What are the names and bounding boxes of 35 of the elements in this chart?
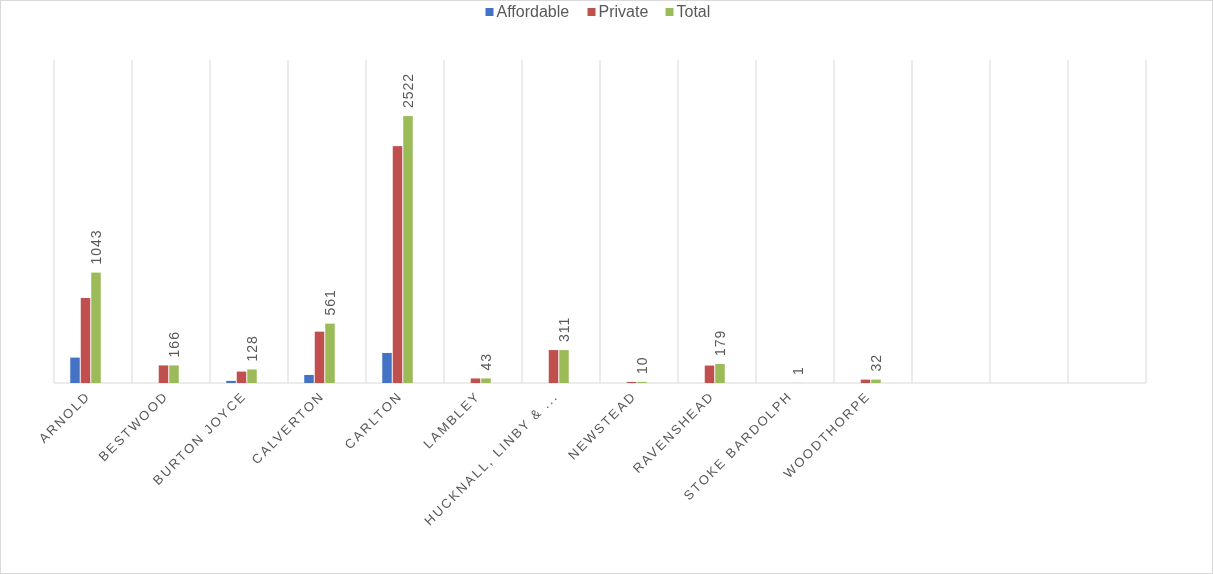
bar	[481, 378, 491, 383]
bar	[80, 298, 91, 383]
data-label: 311	[556, 316, 572, 343]
bar	[325, 323, 335, 383]
bar	[169, 365, 179, 383]
data-label: 166	[166, 331, 182, 358]
legend-label: Affordable	[496, 3, 570, 20]
data-label: 32	[868, 354, 884, 372]
bar	[236, 371, 247, 383]
legend-label: Private	[598, 3, 649, 20]
data-label: 1	[790, 366, 806, 375]
bar	[871, 379, 881, 383]
bar	[314, 331, 325, 383]
bar	[91, 272, 101, 383]
bar	[247, 369, 257, 383]
bar	[559, 350, 569, 383]
data-label: 43	[478, 352, 494, 371]
bar	[304, 374, 314, 383]
bar	[158, 365, 169, 383]
bar	[70, 357, 80, 383]
data-label: 2522	[400, 72, 416, 109]
bar	[470, 378, 481, 383]
bar	[392, 146, 403, 383]
bar	[704, 365, 715, 383]
bar	[548, 350, 559, 383]
bar	[226, 380, 236, 383]
bar	[403, 116, 413, 383]
data-label: 179	[712, 329, 728, 357]
bar	[382, 352, 392, 383]
legend-label: Total	[676, 3, 711, 20]
data-label: 128	[244, 335, 260, 362]
data-label: 10	[634, 356, 650, 374]
data-label: 1043	[88, 229, 104, 265]
data-label: 561	[322, 289, 338, 316]
bar	[715, 364, 725, 383]
